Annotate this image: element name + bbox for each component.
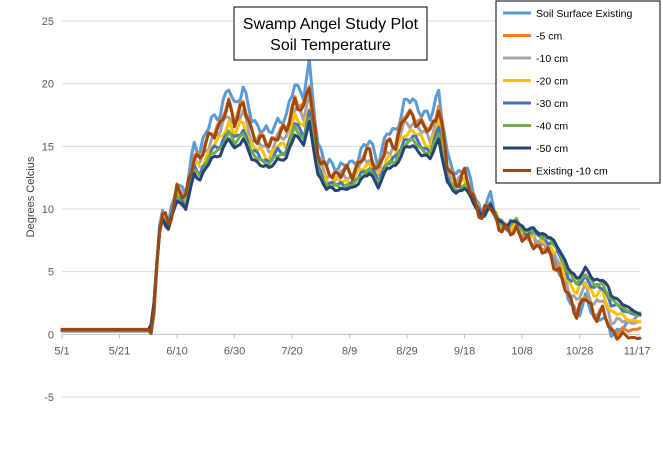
legend-box [495, 0, 661, 184]
legend-label: -30 cm [536, 98, 568, 110]
y-tick-label: 5 [48, 267, 54, 279]
y-tick-label: 10 [42, 204, 54, 216]
title-line-2: Soil Temperature [270, 37, 391, 54]
legend-label: -10 cm [536, 53, 568, 65]
y-tick-label: 25 [42, 16, 54, 28]
y-tick-label: -5 [44, 392, 54, 404]
legend-label: -20 cm [536, 76, 568, 88]
x-tick-label: 6/10 [166, 345, 187, 357]
series-line-7 [60, 87, 642, 341]
x-tick-label: 11/17 [624, 345, 651, 357]
y-tick-label: 20 [42, 79, 54, 91]
x-tick-label: 6/30 [224, 345, 245, 357]
chart-title: Swamp Angel Study Plot Soil Temperature [233, 6, 428, 61]
grid [62, 20, 640, 398]
x-tick-label: 5/21 [109, 345, 130, 357]
title-box [233, 6, 428, 61]
legend-label: -50 cm [536, 143, 568, 155]
legend-label: -40 cm [536, 121, 568, 133]
x-tick-label: 5/1 [54, 345, 69, 357]
x-tick-label: 8/29 [396, 345, 417, 357]
y-tick-label: 0 [48, 329, 54, 341]
x-tick-labels: 5/1 5/21 6/10 6/30 7/20 8/9 8/29 9/18 10/8 10/28 1… [54, 334, 650, 357]
series-lines [60, 57, 642, 341]
y-axis-title: Degrees Celcius [25, 156, 37, 237]
x-tick-label: 7/20 [281, 345, 302, 357]
legend-label: Existing -10 cm [536, 166, 608, 178]
legend-label: Soil Surface Existing [536, 8, 632, 20]
x-tick-label: 10/8 [511, 345, 532, 357]
legend: Soil Surface Existing -5 cm -10 cm -20 cm -3… [495, 0, 661, 184]
title-line-1: Swamp Angel Study Plot [243, 16, 419, 33]
y-tick-labels: -5 0 5 10 15 20 25 [42, 16, 54, 404]
x-tick-label: 9/18 [454, 345, 475, 357]
y-tick-label: 15 [42, 141, 54, 153]
x-tick-label: 8/9 [342, 345, 357, 357]
x-tick-label: 10/28 [566, 345, 594, 357]
legend-label: -5 cm [536, 31, 563, 43]
